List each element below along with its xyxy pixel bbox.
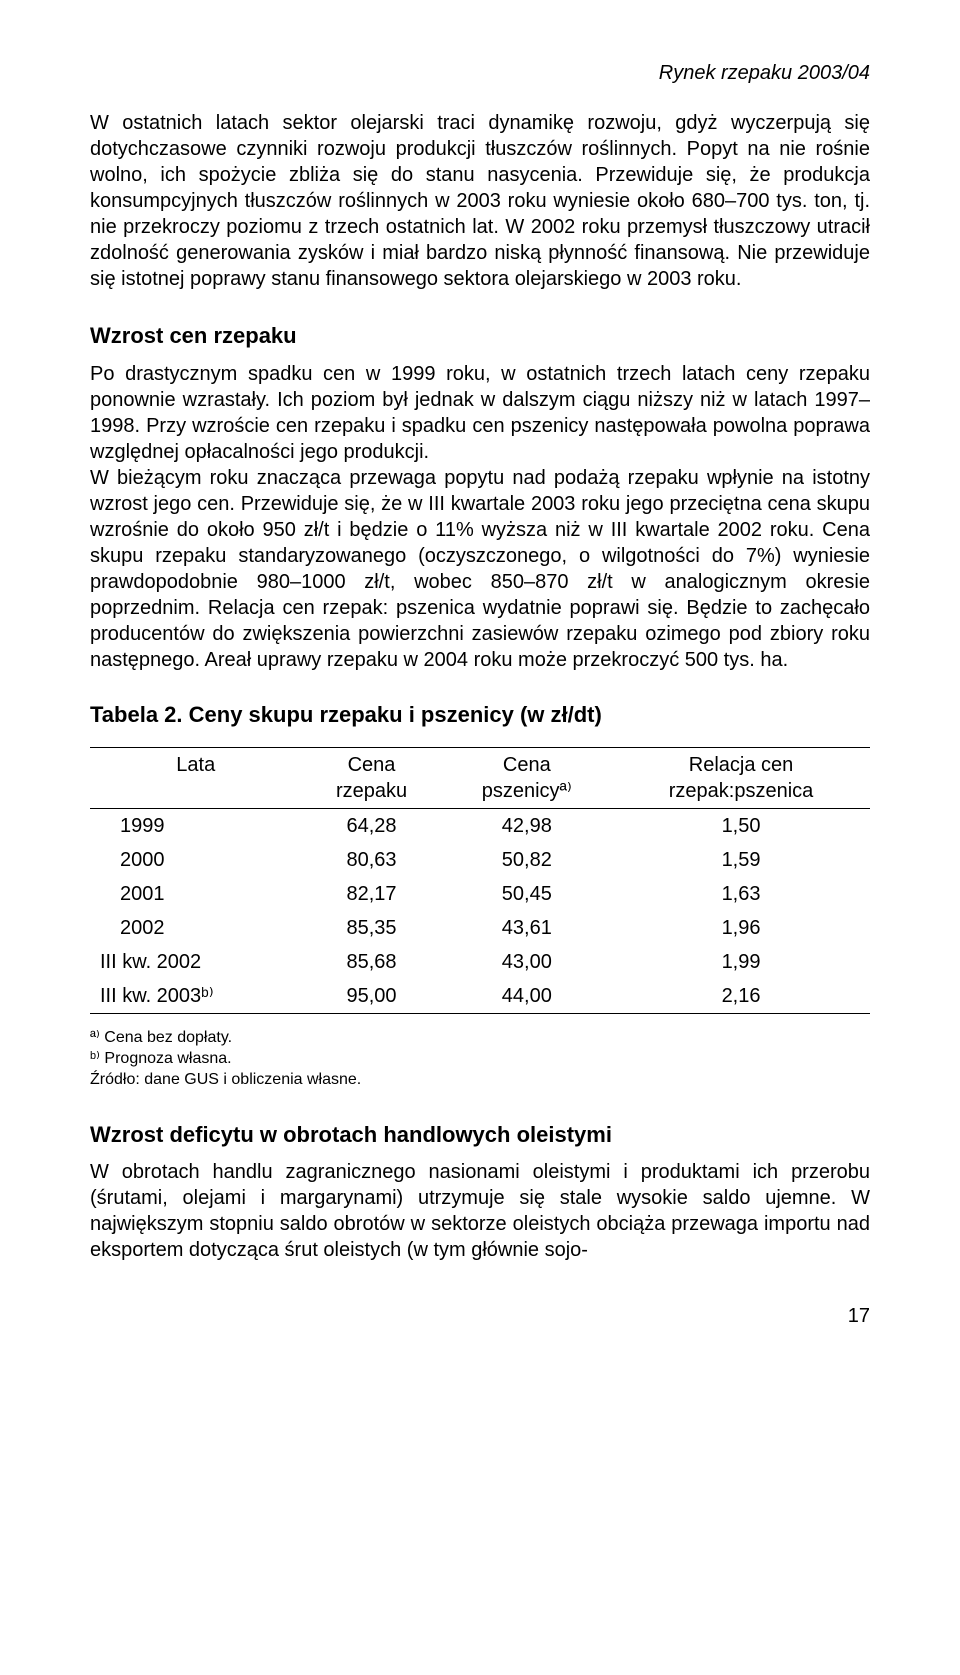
intro-block: W ostatnich latach sektor olejarski trac… [90,110,870,292]
th-line1: Cena [348,754,396,776]
section-deficyt: Wzrost deficytu w obrotach handlowych ol… [90,1121,870,1264]
section-heading-1: Wzrost cen rzepaku [90,322,870,351]
th-lata: Lata [90,748,302,809]
cell-cena-pszenicy: 43,61 [442,911,613,945]
cell-cena-rzepaku: 80,63 [302,843,442,877]
section-wzrost-cen: Wzrost cen rzepaku Po drastycznym spadku… [90,322,870,673]
section-heading-2: Wzrost deficytu w obrotach handlowych ol… [90,1121,870,1150]
table-row: 200080,6350,821,59 [90,843,870,877]
section1-para2: W bieżącym roku znacząca przewaga popytu… [90,465,870,673]
cell-relacja: 1,99 [612,945,870,979]
cell-relacja: 1,63 [612,877,870,911]
footnote-source: Źródło: dane GUS i obliczenia własne. [90,1070,870,1091]
cell-label: III kw. 2002 [90,945,302,979]
th-cena-rzepaku: Cena rzepaku [302,748,442,809]
th-line1: Cena [503,754,551,776]
cell-relacja: 2,16 [612,979,870,1014]
table-row: 199964,2842,981,50 [90,809,870,844]
cell-relacja: 1,59 [612,843,870,877]
page-container: Rynek rzepaku 2003/04 W ostatnich latach… [0,0,960,1379]
th-line2: pszenicyª⁾ [482,780,572,802]
cell-relacja: 1,50 [612,809,870,844]
running-header: Rynek rzepaku 2003/04 [90,60,870,86]
cell-label: 2002 [90,911,302,945]
cell-label: 1999 [90,809,302,844]
cell-cena-pszenicy: 50,45 [442,877,613,911]
th-relacja: Relacja cen rzepak:pszenica [612,748,870,809]
table-title: Tabela 2. Ceny skupu rzepaku i pszenicy … [90,701,870,730]
th-line1: Lata [176,754,215,776]
table-footnotes: ª⁾ Cena bez dopłaty. ᵇ⁾ Prognoza własna.… [90,1028,870,1090]
price-table: Lata Cena rzepaku Cena pszenicyª⁾ Relacj… [90,747,870,1014]
intro-paragraph: W ostatnich latach sektor olejarski trac… [90,110,870,292]
cell-cena-rzepaku: 85,68 [302,945,442,979]
section2-para: W obrotach handlu zagranicznego nasionam… [90,1159,870,1263]
table-row: III kw. 2003ᵇ⁾95,0044,002,16 [90,979,870,1014]
table-row: 200182,1750,451,63 [90,877,870,911]
cell-cena-rzepaku: 82,17 [302,877,442,911]
cell-label: 2001 [90,877,302,911]
th-cena-pszenicy: Cena pszenicyª⁾ [442,748,613,809]
table-row: 200285,3543,611,96 [90,911,870,945]
cell-cena-rzepaku: 95,00 [302,979,442,1014]
table-header-row: Lata Cena rzepaku Cena pszenicyª⁾ Relacj… [90,748,870,809]
th-line1: Relacja cen [689,754,794,776]
cell-cena-pszenicy: 50,82 [442,843,613,877]
cell-cena-pszenicy: 43,00 [442,945,613,979]
cell-cena-rzepaku: 64,28 [302,809,442,844]
page-number: 17 [90,1303,870,1329]
cell-cena-pszenicy: 44,00 [442,979,613,1014]
th-line2: rzepak:pszenica [669,780,814,802]
cell-relacja: 1,96 [612,911,870,945]
section1-para1: Po drastycznym spadku cen w 1999 roku, w… [90,361,870,465]
cell-label: III kw. 2003ᵇ⁾ [90,979,302,1014]
footnote-b: ᵇ⁾ Prognoza własna. [90,1049,870,1070]
cell-cena-rzepaku: 85,35 [302,911,442,945]
footnote-a: ª⁾ Cena bez dopłaty. [90,1028,870,1049]
cell-cena-pszenicy: 42,98 [442,809,613,844]
table-row: III kw. 200285,6843,001,99 [90,945,870,979]
cell-label: 2000 [90,843,302,877]
th-line2: rzepaku [336,780,407,802]
